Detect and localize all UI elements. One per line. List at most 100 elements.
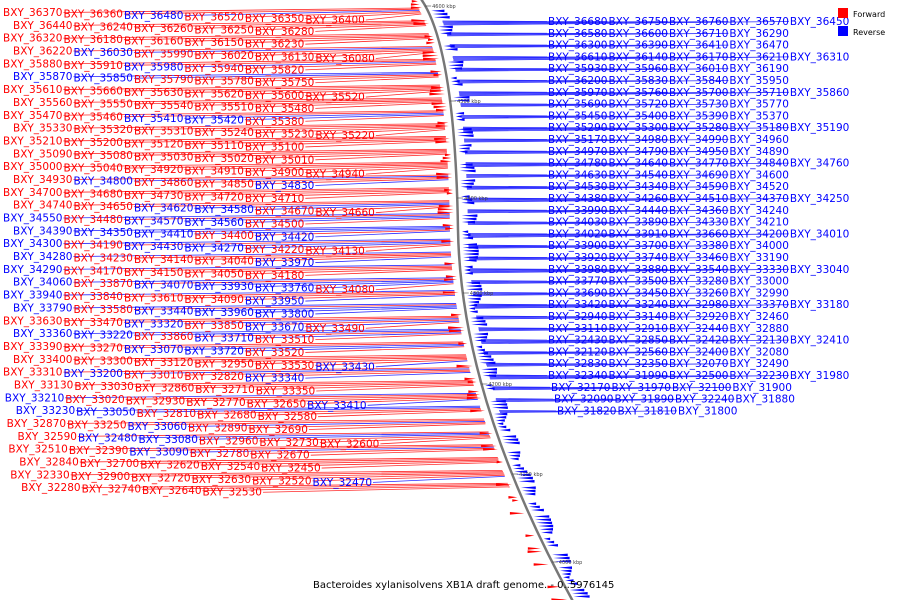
- leader-line: [73, 354, 466, 360]
- feature-label: BXY_34330: [669, 217, 728, 229]
- leader-line: [465, 162, 729, 166]
- feature-label: BXY_32510: [8, 444, 67, 456]
- feature-label: BXY_36370: [3, 7, 62, 19]
- leader-line: [73, 328, 461, 335]
- feature-label: BXY_34630: [548, 169, 607, 181]
- feature-label: BXY_35970: [548, 87, 607, 99]
- leader-line: [123, 8, 420, 15]
- leader-line: [315, 230, 451, 238]
- feature-label: BXY_32330: [10, 469, 69, 481]
- feature-label: BXY_32540: [201, 461, 260, 473]
- forward-feature: [444, 262, 456, 265]
- leader-line: [468, 233, 789, 238]
- reverse-feature: [462, 249, 479, 253]
- leader-line: [457, 80, 729, 84]
- leader-line: [467, 209, 668, 213]
- feature-label: BXY_33240: [608, 299, 667, 311]
- reverse-feature: [458, 147, 470, 150]
- feature-label: BXY_31970: [611, 382, 670, 394]
- leader-line: [184, 241, 451, 248]
- feature-label: BXY_34970: [548, 146, 607, 158]
- leader-line: [123, 342, 464, 349]
- leader-line: [486, 363, 608, 365]
- feature-label: BXY_33800: [255, 308, 314, 320]
- forward-feature: [442, 291, 459, 294]
- forward-feature: [422, 54, 439, 57]
- leader-line: [194, 254, 452, 260]
- feature-label: BXY_32950: [194, 358, 253, 370]
- feature-label: BXY_36190: [729, 63, 788, 75]
- feature-label: BXY_35990: [134, 49, 193, 61]
- feature-label: BXY_34340: [608, 181, 667, 193]
- leader-line: [73, 174, 449, 180]
- forward-feature: [433, 105, 447, 109]
- leader-line: [305, 320, 460, 328]
- leader-line: [486, 363, 668, 366]
- feature-label: BXY_33920: [548, 252, 607, 264]
- forward-feature: [444, 153, 452, 157]
- reverse-feature: [545, 540, 555, 544]
- leader-line: [73, 97, 442, 103]
- leader-line: [315, 25, 427, 32]
- feature-label: BXY_34440: [608, 205, 667, 217]
- reverse-feature: [443, 44, 455, 48]
- feature-label: BXY_32460: [729, 311, 788, 323]
- leader-line: [470, 268, 789, 274]
- leader-line: [315, 307, 458, 315]
- leader-line: [123, 291, 455, 297]
- forward-feature: [496, 483, 512, 486]
- feature-label: BXY_33510: [255, 334, 314, 346]
- reverse-feature: [514, 470, 528, 473]
- feature-label: BXY_35550: [73, 98, 132, 110]
- reverse-feature: [459, 163, 473, 166]
- legend: Forward Reverse: [838, 8, 885, 37]
- leader-line: [310, 449, 495, 456]
- leader-line: [463, 127, 608, 129]
- leader-line: [123, 188, 449, 195]
- leader-line: [254, 203, 450, 211]
- feature-label: BXY_33360: [13, 328, 72, 340]
- leader-line: [244, 370, 471, 378]
- feature-label: BXY_36180: [63, 34, 122, 46]
- leader-line: [184, 138, 446, 145]
- leader-line: [468, 245, 668, 248]
- leader-line: [443, 21, 729, 25]
- leader-line: [244, 319, 459, 326]
- leader-line: [184, 87, 441, 93]
- feature-label: BXY_33990: [548, 205, 607, 217]
- feature-label: BXY_34560: [184, 217, 243, 229]
- leader-line: [76, 405, 481, 412]
- feature-label: BXY_35930: [548, 63, 607, 75]
- feature-label: BXY_34690: [669, 169, 728, 181]
- feature-label: BXY_35380: [245, 116, 304, 128]
- leader-line: [133, 175, 449, 182]
- leader-line: [459, 91, 608, 94]
- feature-label: BXY_36600: [608, 28, 667, 40]
- feature-label: BXY_33300: [73, 355, 132, 367]
- feature-label: BXY_33700: [608, 240, 667, 252]
- feature-label: BXY_34140: [134, 254, 193, 266]
- feature-label: BXY_34050: [184, 268, 243, 280]
- feature-label: BXY_32680: [197, 410, 256, 422]
- feature-label: BXY_33180: [790, 299, 849, 311]
- feature-label: BXY_33390: [3, 341, 62, 353]
- forward-feature: [435, 108, 448, 112]
- reverse-feature: [455, 112, 465, 115]
- reverse-feature: [463, 265, 473, 269]
- leader-line: [259, 435, 490, 442]
- feature-label: BXY_36470: [729, 40, 788, 52]
- feature-label: BXY_34680: [63, 188, 122, 200]
- feature-label: BXY_33710: [194, 333, 253, 345]
- reverse-feature: [458, 150, 468, 153]
- leader-line: [467, 198, 608, 200]
- leader-line: [443, 21, 668, 24]
- leader-line: [63, 290, 455, 296]
- leader-line: [375, 283, 454, 291]
- leader-line: [372, 476, 505, 483]
- feature-label: BXY_35090: [13, 148, 72, 160]
- feature-label: BXY_34090: [184, 294, 243, 306]
- feature-label: BXY_34170: [63, 265, 122, 277]
- reverse-feature: [453, 99, 470, 102]
- leader-line: [123, 265, 452, 272]
- feature-label: BXY_35080: [73, 150, 132, 162]
